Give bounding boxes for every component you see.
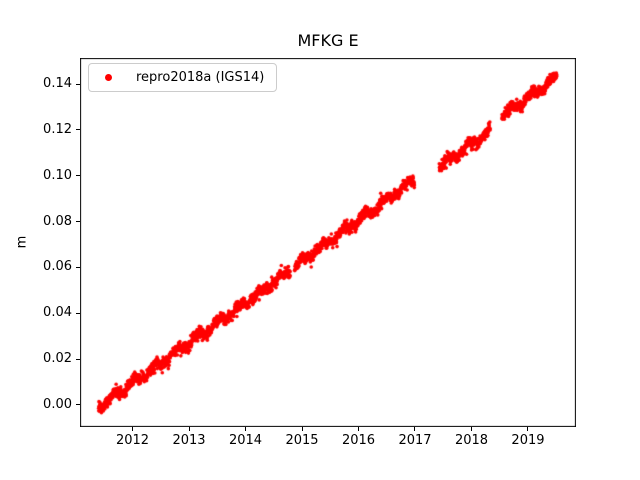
y-axis-tick-label: 0.14 [43, 76, 72, 92]
y-axis-tick [76, 404, 80, 406]
x-axis-tick-label: 2013 [172, 433, 206, 448]
x-axis-tick [358, 427, 359, 431]
y-axis-tick [76, 129, 80, 131]
x-axis-tick [414, 427, 416, 431]
x-axis-tick-label: 2012 [115, 433, 150, 448]
x-axis-tick [245, 427, 247, 431]
x-axis-tick-label: 2014 [228, 433, 263, 448]
y-axis-tick-label: 0.08 [43, 213, 72, 229]
x-axis-tick-label: 2015 [285, 433, 319, 448]
x-axis-tick [527, 427, 529, 431]
y-axis-tick-label: 0.02 [43, 351, 72, 367]
x-axis-tick-label: 2019 [511, 433, 545, 448]
x-axis-tick [470, 427, 472, 431]
y-axis-tick-label: 0.04 [43, 305, 72, 321]
legend-label: repro2018a (IGS14) [136, 70, 265, 85]
y-axis-tick-label: 0.10 [43, 167, 72, 183]
x-axis-tick [188, 427, 190, 431]
x-axis-tick [132, 427, 134, 431]
scatter-canvas [80, 58, 576, 427]
y-axis-tick-label: 0.00 [43, 396, 72, 412]
x-axis-tick-label: 2018 [454, 433, 489, 448]
y-axis-tick [76, 266, 80, 268]
chart-title: MFKG E [297, 31, 359, 50]
y-axis-tick [76, 83, 80, 85]
y-axis-tick-label: 0.06 [43, 259, 72, 275]
y-axis-tick [76, 358, 80, 360]
x-axis-tick-label: 2016 [341, 433, 376, 448]
x-axis-tick-label: 2017 [398, 433, 432, 448]
y-axis-label: m [14, 235, 30, 249]
plot-area: repro2018a (IGS14) 2012 2013 2014 2015 2016 2… [43, 58, 576, 448]
y-axis-tick-label: 0.12 [43, 121, 72, 137]
x-axis-tick [301, 427, 303, 431]
y-axis-tick [76, 175, 80, 177]
legend-marker-dot-icon [105, 74, 112, 81]
y-axis-tick [76, 312, 80, 314]
y-axis-tick [76, 221, 80, 223]
legend: repro2018a (IGS14) [88, 63, 277, 92]
